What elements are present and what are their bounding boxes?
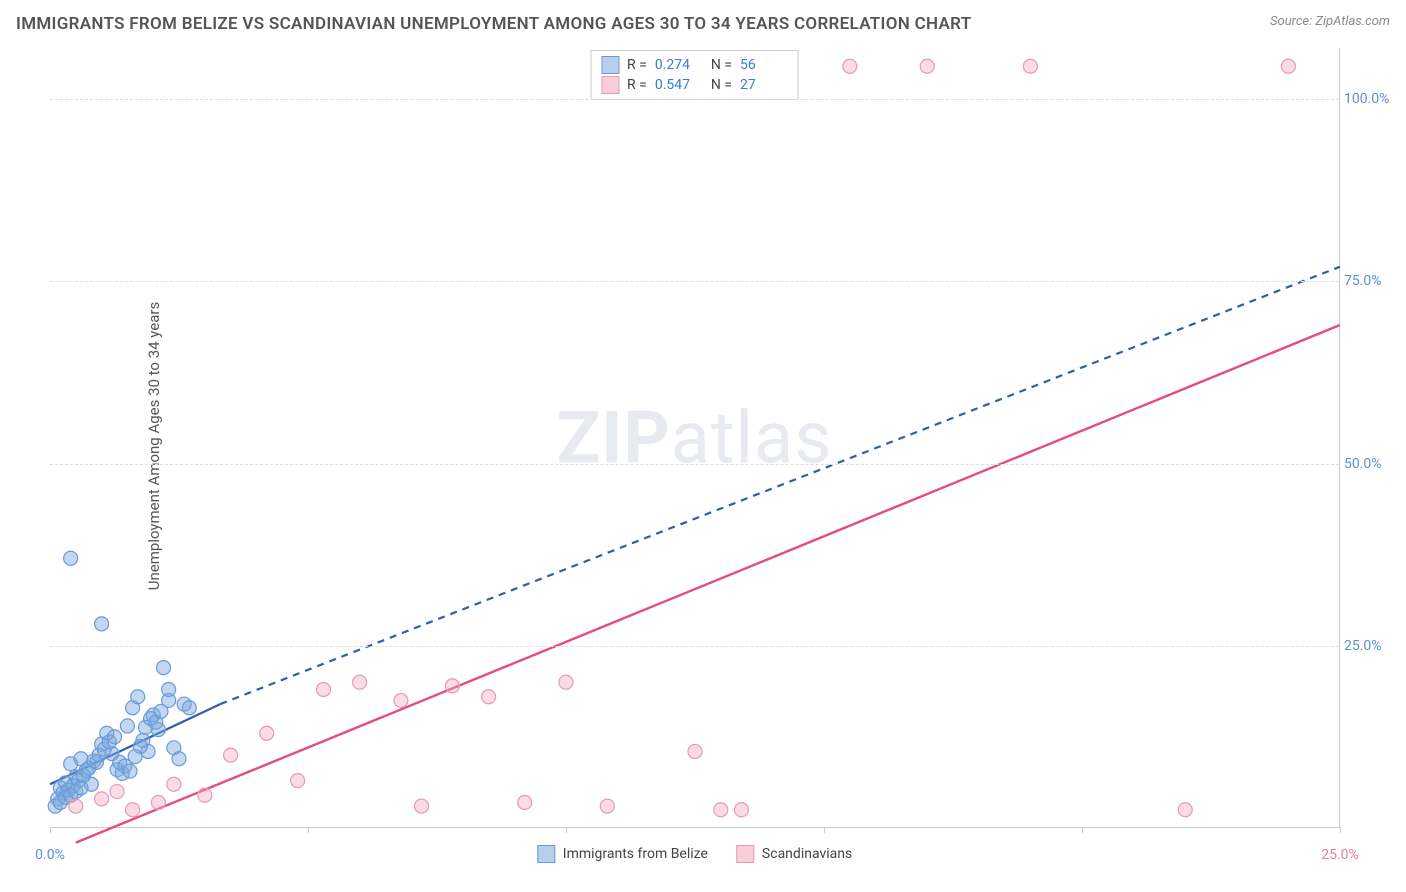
trend-line-scand bbox=[76, 325, 1340, 843]
x-tick bbox=[824, 827, 825, 833]
stats-row-scand: R = 0.547 N = 27 bbox=[601, 75, 788, 95]
swatch-pink bbox=[601, 76, 619, 94]
x-tick bbox=[50, 827, 51, 833]
y-tick-label: 100.0% bbox=[1344, 91, 1399, 107]
data-point-scand bbox=[110, 785, 124, 799]
stats-box: R = 0.274 N = 56 R = 0.547 N = 27 bbox=[590, 50, 799, 100]
swatch-blue bbox=[601, 56, 619, 74]
legend-label-scand: Scandinavians bbox=[762, 846, 852, 862]
stats-row-belize: R = 0.274 N = 56 bbox=[601, 55, 788, 75]
data-point-scand bbox=[260, 726, 274, 740]
y-tick-label: 75.0% bbox=[1344, 273, 1399, 289]
data-point-belize bbox=[172, 752, 186, 766]
data-point-scand bbox=[224, 748, 238, 762]
grid-line bbox=[50, 99, 1339, 100]
data-point-scand bbox=[95, 792, 109, 806]
data-point-scand bbox=[482, 690, 496, 704]
data-point-scand bbox=[518, 795, 532, 809]
data-point-scand bbox=[1023, 59, 1037, 73]
stat-r-label: R = bbox=[627, 57, 647, 73]
data-point-belize bbox=[64, 551, 78, 565]
y-tick-label: 50.0% bbox=[1344, 456, 1399, 472]
data-point-scand bbox=[600, 799, 614, 813]
grid-line bbox=[50, 646, 1339, 647]
data-point-scand bbox=[291, 774, 305, 788]
data-point-scand bbox=[353, 675, 367, 689]
trend-line-dashed-belize bbox=[220, 267, 1340, 704]
data-point-scand bbox=[559, 675, 573, 689]
stat-r-belize: 0.274 bbox=[655, 57, 703, 73]
stat-n-belize: 56 bbox=[740, 57, 788, 73]
y-tick-label: 25.0% bbox=[1344, 638, 1399, 654]
legend-item-belize: Immigrants from Belize bbox=[537, 845, 708, 863]
legend-label-belize: Immigrants from Belize bbox=[563, 846, 708, 862]
stat-n-label: N = bbox=[711, 57, 732, 73]
plot-area: ZIPatlas R = 0.274 N = 56 R = 0.547 N = … bbox=[50, 48, 1340, 828]
grid-line bbox=[50, 464, 1339, 465]
data-point-scand bbox=[198, 788, 212, 802]
data-point-belize bbox=[131, 690, 145, 704]
data-point-belize bbox=[133, 739, 147, 753]
data-point-scand bbox=[445, 679, 459, 693]
data-point-scand bbox=[920, 59, 934, 73]
data-point-scand bbox=[394, 693, 408, 707]
legend-swatch-blue bbox=[537, 845, 555, 863]
data-point-scand bbox=[1281, 59, 1295, 73]
stat-r-label: R = bbox=[627, 77, 647, 93]
data-point-scand bbox=[126, 803, 140, 817]
data-point-scand bbox=[316, 682, 330, 696]
data-point-belize bbox=[154, 704, 168, 718]
data-point-belize bbox=[162, 682, 176, 696]
x-tick-label: 25.0% bbox=[1321, 847, 1359, 863]
stat-n-label: N = bbox=[711, 77, 732, 93]
chart-svg bbox=[50, 48, 1339, 827]
stat-n-scand: 27 bbox=[740, 77, 788, 93]
title-bar: IMMIGRANTS FROM BELIZE VS SCANDINAVIAN U… bbox=[16, 14, 1390, 34]
data-point-belize bbox=[182, 701, 196, 715]
stat-r-scand: 0.547 bbox=[655, 77, 703, 93]
grid-line bbox=[50, 281, 1339, 282]
data-point-belize bbox=[123, 764, 137, 778]
x-tick bbox=[1340, 827, 1341, 833]
data-point-scand bbox=[167, 777, 181, 791]
bottom-legend: Immigrants from Belize Scandinavians bbox=[537, 845, 852, 863]
data-point-scand bbox=[415, 799, 429, 813]
x-tick-label: 0.0% bbox=[35, 847, 65, 863]
x-tick bbox=[1082, 827, 1083, 833]
data-point-belize bbox=[95, 617, 109, 631]
data-point-scand bbox=[1178, 803, 1192, 817]
legend-swatch-pink bbox=[736, 845, 754, 863]
data-point-scand bbox=[734, 803, 748, 817]
data-point-scand bbox=[714, 803, 728, 817]
data-point-scand bbox=[69, 799, 83, 813]
data-point-scand bbox=[843, 59, 857, 73]
data-point-belize bbox=[120, 719, 134, 733]
data-point-belize bbox=[74, 781, 88, 795]
chart-title: IMMIGRANTS FROM BELIZE VS SCANDINAVIAN U… bbox=[16, 14, 971, 34]
x-tick bbox=[566, 827, 567, 833]
x-tick bbox=[308, 827, 309, 833]
source-attribution: Source: ZipAtlas.com bbox=[1270, 14, 1390, 29]
data-point-scand bbox=[151, 795, 165, 809]
data-point-belize bbox=[108, 730, 122, 744]
data-point-belize bbox=[157, 661, 171, 675]
legend-item-scand: Scandinavians bbox=[736, 845, 852, 863]
data-point-scand bbox=[688, 744, 702, 758]
